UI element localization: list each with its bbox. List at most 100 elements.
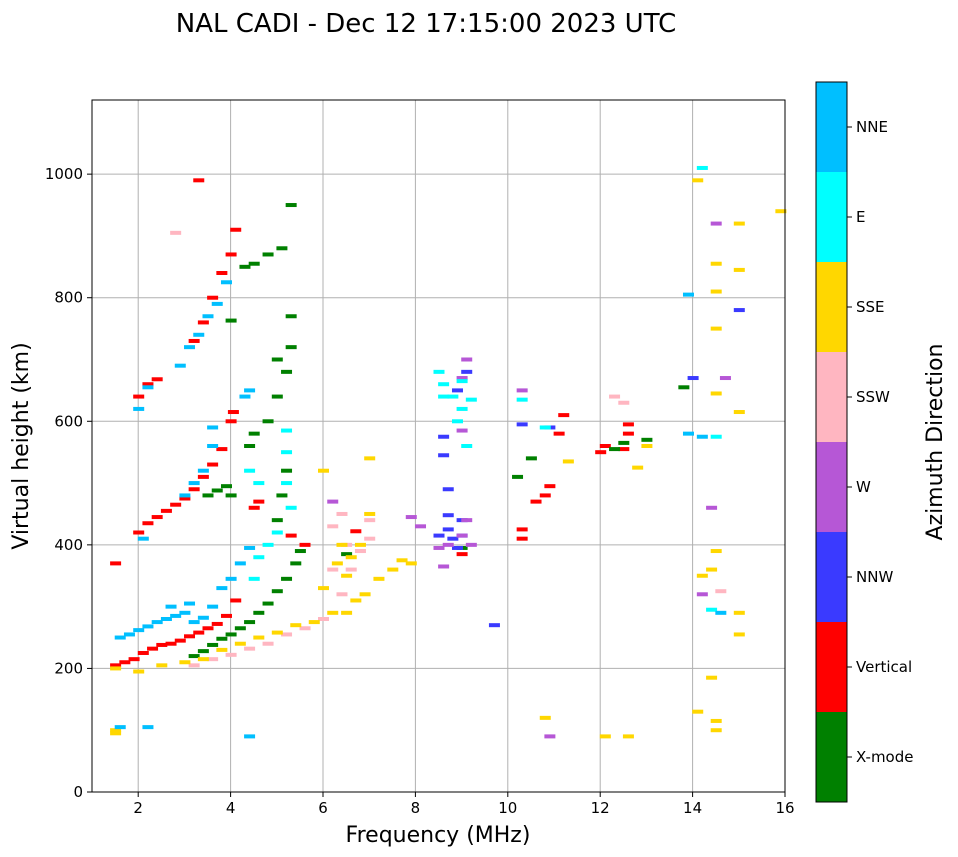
point-sse bbox=[775, 209, 787, 214]
point-vertical bbox=[299, 542, 311, 547]
colorbar-swatch bbox=[816, 622, 847, 712]
point-ssw bbox=[299, 626, 311, 631]
point-sse bbox=[692, 709, 704, 714]
point-sse bbox=[359, 592, 371, 597]
point-x-mode bbox=[262, 419, 274, 424]
point-nne bbox=[244, 734, 256, 739]
point-sse bbox=[110, 728, 122, 733]
point-w bbox=[456, 428, 468, 433]
point-x-mode bbox=[271, 394, 283, 399]
point-nnw bbox=[451, 388, 463, 393]
point-x-mode bbox=[202, 493, 214, 498]
point-sse bbox=[706, 675, 718, 680]
colorbar-swatch bbox=[816, 712, 847, 802]
point-vertical bbox=[110, 663, 122, 668]
point-nnw bbox=[442, 487, 454, 492]
data-points bbox=[110, 165, 787, 739]
point-nne bbox=[207, 425, 219, 430]
point-nne bbox=[207, 604, 219, 609]
point-vertical bbox=[516, 527, 528, 532]
point-vertical bbox=[184, 634, 196, 639]
point-e bbox=[253, 481, 265, 486]
point-sse bbox=[387, 567, 399, 572]
point-ssw bbox=[207, 657, 219, 662]
point-sse bbox=[539, 715, 551, 720]
point-nne bbox=[184, 345, 196, 350]
point-e bbox=[281, 428, 293, 433]
y-tick-label: 600 bbox=[54, 412, 83, 430]
point-x-mode bbox=[216, 636, 228, 641]
point-vertical bbox=[216, 271, 228, 275]
point-vertical bbox=[595, 450, 607, 455]
point-sse bbox=[706, 567, 718, 572]
point-sse bbox=[318, 586, 329, 591]
point-ssw bbox=[618, 400, 630, 405]
point-nne bbox=[170, 613, 182, 618]
point-x-mode bbox=[271, 518, 283, 523]
point-e bbox=[461, 444, 473, 448]
colorbar-swatch bbox=[816, 442, 847, 532]
point-vertical bbox=[622, 431, 634, 436]
y-tick-label: 1000 bbox=[45, 165, 83, 183]
point-sse bbox=[290, 623, 302, 628]
point-vertical bbox=[253, 499, 265, 504]
point-nnw bbox=[438, 453, 450, 458]
point-vertical bbox=[151, 515, 163, 520]
point-vertical bbox=[202, 626, 214, 631]
point-nne bbox=[715, 610, 727, 615]
point-x-mode bbox=[285, 314, 297, 319]
point-ssw bbox=[244, 646, 256, 651]
point-w bbox=[415, 524, 427, 529]
point-vertical bbox=[225, 419, 237, 424]
point-ssw bbox=[318, 617, 329, 621]
point-sse bbox=[710, 261, 722, 266]
point-e bbox=[433, 369, 445, 374]
point-ssw bbox=[336, 511, 348, 516]
colorbar-tick-label: SSE bbox=[856, 298, 885, 316]
point-w bbox=[327, 499, 339, 504]
point-e bbox=[710, 434, 722, 439]
point-sse bbox=[336, 542, 348, 547]
point-ssw bbox=[327, 567, 339, 572]
point-sse bbox=[110, 666, 122, 671]
y-tick-label: 200 bbox=[54, 659, 83, 677]
point-sse bbox=[692, 178, 704, 183]
point-nne bbox=[234, 561, 246, 566]
x-tick-label: 16 bbox=[775, 799, 794, 817]
y-tick-label: 800 bbox=[54, 289, 83, 307]
point-w bbox=[433, 545, 445, 550]
point-sse bbox=[641, 444, 653, 448]
point-nnw bbox=[447, 536, 459, 541]
point-x-mode bbox=[294, 549, 306, 554]
point-nne bbox=[142, 624, 154, 629]
x-tick-label: 12 bbox=[591, 799, 610, 817]
point-x-mode bbox=[678, 385, 690, 390]
point-vertical bbox=[516, 536, 528, 541]
point-x-mode bbox=[220, 484, 232, 489]
point-nnw bbox=[433, 533, 445, 538]
point-ssw bbox=[345, 567, 357, 572]
point-vertical bbox=[193, 630, 205, 635]
point-sse bbox=[234, 641, 246, 646]
colorbar-tick-label: SSW bbox=[856, 388, 890, 406]
point-e bbox=[438, 394, 450, 399]
point-sse bbox=[156, 663, 168, 668]
y-tick-label: 0 bbox=[73, 783, 83, 801]
point-nne bbox=[179, 610, 191, 615]
colorbar-label: Azimuth Direction bbox=[923, 343, 948, 540]
colorbar-swatch bbox=[816, 172, 847, 262]
point-w bbox=[405, 515, 417, 520]
point-sse bbox=[710, 549, 722, 554]
point-e bbox=[456, 379, 468, 384]
point-x-mode bbox=[225, 493, 237, 498]
point-ssw bbox=[327, 524, 339, 529]
point-w bbox=[456, 533, 468, 538]
point-vertical bbox=[174, 638, 186, 643]
plot-area bbox=[92, 100, 785, 792]
point-sse bbox=[271, 630, 283, 635]
point-sse bbox=[710, 326, 722, 331]
y-axis-ticks: 0 200 400 600 800 1000 bbox=[45, 165, 92, 801]
point-x-mode bbox=[262, 601, 274, 606]
point-nne bbox=[682, 431, 694, 436]
point-sse bbox=[354, 542, 366, 547]
